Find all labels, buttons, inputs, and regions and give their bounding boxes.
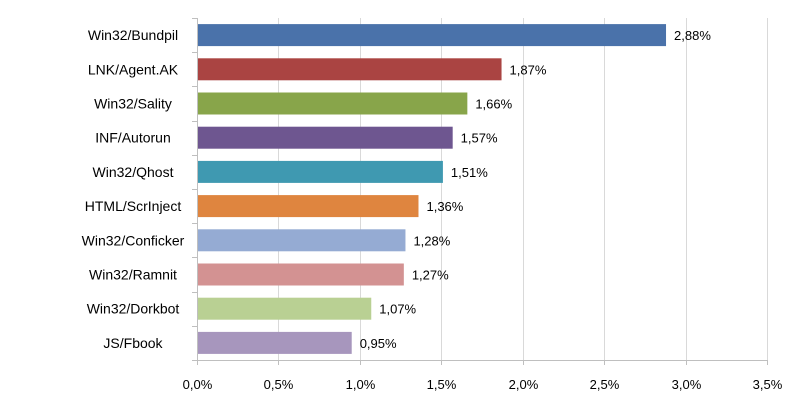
category-label: Win32/Qhost xyxy=(93,164,174,180)
x-tick-label: 0,5% xyxy=(264,377,294,392)
bar-lnk-agent-ak xyxy=(198,58,502,81)
bar-html-scrinject xyxy=(198,195,419,218)
x-tick-label: 0,0% xyxy=(183,377,213,392)
bar-win32-sality xyxy=(198,92,468,115)
data-label: 1,66% xyxy=(475,97,512,112)
category-label: Win32/Conficker xyxy=(82,232,185,248)
bar-js-fbook xyxy=(198,331,352,354)
x-tick-label: 2,0% xyxy=(509,377,539,392)
labels: 0,0% 0,5% 1,0% 1,5% 2,0% 2,5% 3,0% 3,5% Win32/Bu… xyxy=(82,27,783,392)
data-label: 2,88% xyxy=(674,28,711,43)
data-label: 1,28% xyxy=(413,233,450,248)
bar-win32-bundpil xyxy=(198,24,667,47)
bar-win32-qhost xyxy=(198,160,443,183)
category-label: JS/Fbook xyxy=(103,335,163,351)
category-label: Win32/Dorkbot xyxy=(87,301,180,317)
data-label: 1,07% xyxy=(379,302,416,317)
x-tick-label: 3,5% xyxy=(753,377,783,392)
x-tick-label: 2,5% xyxy=(590,377,620,392)
bars xyxy=(198,24,667,354)
axes xyxy=(192,18,768,365)
bar-win32-ramnit xyxy=(198,263,404,286)
x-tick-label: 1,5% xyxy=(427,377,457,392)
bar-inf-autorun xyxy=(198,126,453,149)
category-label: HTML/ScrInject xyxy=(85,198,182,214)
category-label: INF/Autorun xyxy=(95,130,170,146)
category-label: LNK/Agent.AK xyxy=(88,61,179,77)
data-label: 1,36% xyxy=(426,199,463,214)
x-tick-label: 3,0% xyxy=(672,377,702,392)
data-label: 1,51% xyxy=(451,165,488,180)
category-label: Win32/Bundpil xyxy=(88,27,178,43)
data-label: 1,27% xyxy=(412,268,449,283)
data-label: 1,87% xyxy=(510,62,547,77)
bar-win32-conficker xyxy=(198,229,406,252)
bar-win32-dorkbot xyxy=(198,297,372,320)
x-tick-label: 1,0% xyxy=(346,377,376,392)
category-label: Win32/Ramnit xyxy=(89,267,177,283)
data-label: 0,95% xyxy=(360,336,397,351)
category-label: Win32/Sality xyxy=(94,96,172,112)
data-label: 1,57% xyxy=(461,131,498,146)
